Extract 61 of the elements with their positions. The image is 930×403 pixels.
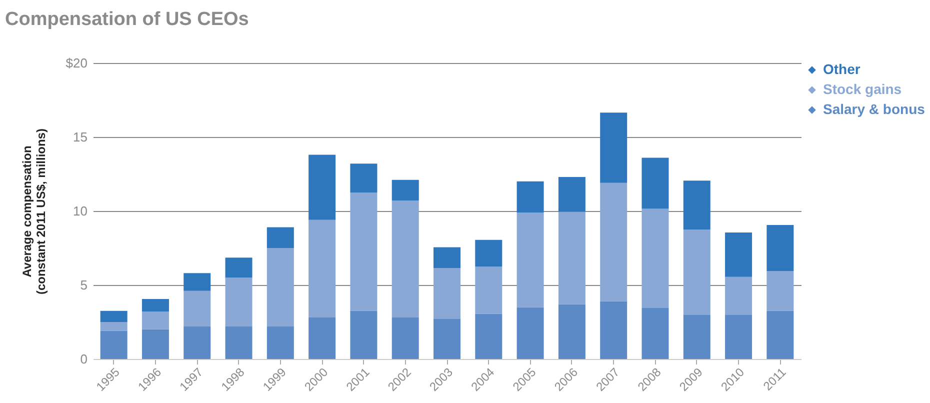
bar	[100, 330, 128, 359]
bar	[184, 273, 211, 291]
bar	[350, 310, 378, 359]
bar	[725, 314, 752, 359]
bar	[308, 318, 336, 359]
bar	[516, 307, 544, 359]
bar	[266, 227, 294, 248]
y-tick-label: 5	[80, 278, 88, 292]
bar	[642, 158, 669, 209]
bar	[600, 182, 628, 302]
legend-label: Other	[823, 61, 861, 77]
bar	[725, 276, 752, 315]
bar	[100, 322, 128, 331]
bar	[642, 308, 669, 359]
bar	[516, 212, 544, 308]
chart-title: Compensation of US CEOs	[5, 9, 249, 30]
legend-label: Stock gains	[823, 81, 902, 97]
bar	[475, 240, 502, 266]
y-tick-label: 15	[73, 130, 88, 144]
bar	[434, 247, 460, 268]
legend-label: Salary & bonus	[823, 101, 926, 117]
bar	[308, 154, 336, 220]
bar	[392, 180, 419, 201]
bar	[225, 258, 252, 278]
bar	[434, 268, 460, 320]
bar	[600, 112, 628, 183]
bar	[142, 312, 169, 330]
bar	[266, 248, 294, 326]
bar	[766, 310, 794, 359]
bar	[225, 326, 252, 359]
y-tick-label: 10	[73, 204, 88, 218]
bar	[725, 232, 752, 277]
bar	[434, 319, 460, 359]
bar	[184, 326, 211, 359]
bar	[683, 180, 710, 230]
bar	[475, 314, 502, 359]
bar	[100, 310, 128, 322]
bar	[308, 220, 336, 318]
bar	[600, 301, 628, 359]
bar	[766, 225, 794, 271]
bar	[558, 212, 586, 304]
bar	[184, 290, 211, 326]
bar	[225, 278, 252, 326]
bar	[475, 266, 502, 314]
bar	[350, 192, 378, 311]
bar	[142, 299, 169, 312]
bar	[266, 326, 294, 359]
y-tick-label: 0	[80, 352, 88, 366]
bar	[558, 304, 586, 359]
bar	[392, 200, 419, 318]
y-axis-title: Average compensation (constant 2011 US$, millions)	[20, 128, 48, 295]
bar	[142, 329, 169, 359]
bar	[766, 270, 794, 311]
bar	[392, 318, 419, 359]
bar	[350, 164, 378, 192]
bar	[558, 176, 586, 212]
bar	[683, 314, 710, 359]
bar	[683, 230, 710, 315]
y-tick-label: $20	[66, 56, 88, 70]
bar	[642, 208, 669, 308]
bar	[516, 181, 544, 212]
